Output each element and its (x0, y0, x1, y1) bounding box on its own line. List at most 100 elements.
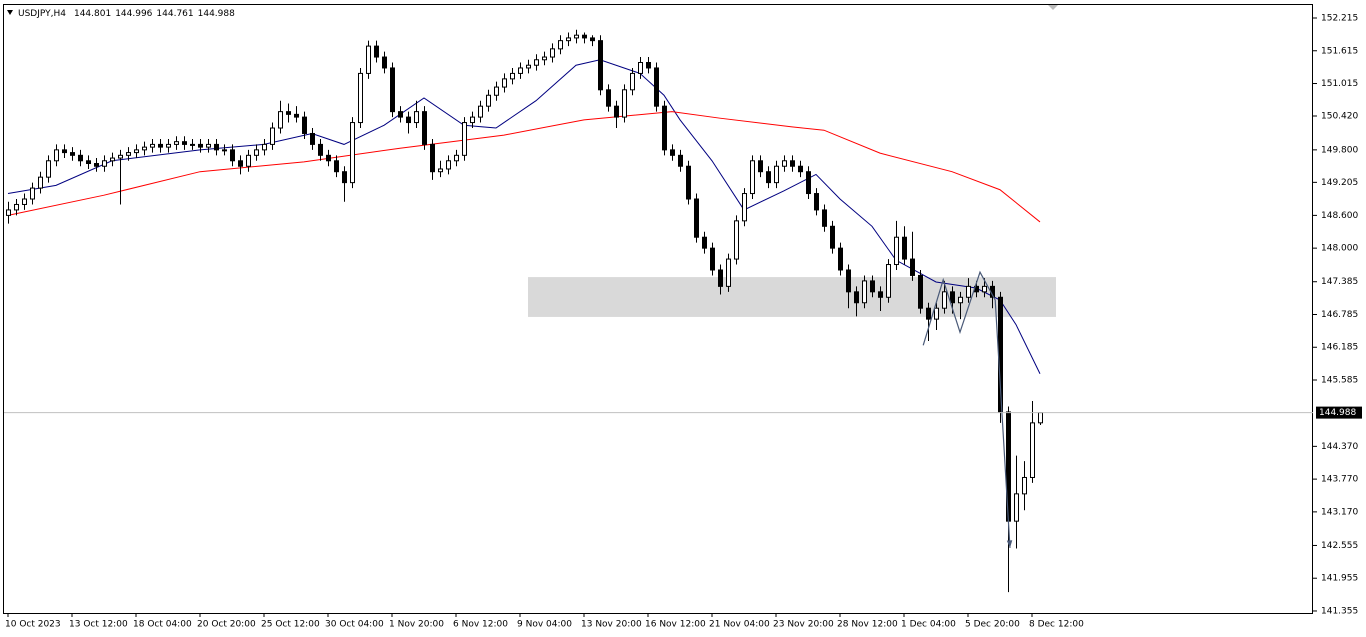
candle-body (398, 111, 403, 118)
candle-body (806, 171, 811, 195)
x-tick-label: 16 Nov 12:00 (645, 620, 706, 630)
y-tick-label: 146.185 (1321, 343, 1358, 353)
candle-body (302, 116, 307, 134)
candle-body (566, 37, 571, 42)
candle-body (134, 149, 139, 154)
candle-body (830, 225, 835, 249)
candle-body (534, 59, 539, 66)
candle-body (678, 154, 683, 167)
candle-body (590, 37, 595, 42)
candle-body (646, 61, 651, 69)
candle-body (142, 146, 147, 151)
candle-body (862, 280, 867, 304)
candle-body (254, 149, 259, 156)
candle-body (886, 264, 891, 298)
candle-body (422, 111, 427, 145)
y-tick-label: 143.170 (1321, 507, 1358, 517)
candle-body (94, 163, 99, 167)
candle-body (662, 105, 667, 151)
candle-body (558, 40, 563, 50)
candle-body (70, 152, 75, 156)
low: 144.761 (156, 9, 193, 19)
x-tick-label: 5 Dec 20:00 (965, 620, 1020, 630)
candle-body (430, 143, 435, 173)
candle-body (982, 285, 987, 293)
candle-body (934, 307, 939, 320)
candle-body (310, 132, 315, 145)
candle-body (702, 236, 707, 249)
plot-frame (3, 4, 1313, 614)
candle-body (414, 111, 419, 124)
candle-body (542, 56, 547, 61)
candle-body (14, 203, 19, 211)
candle-body (710, 247, 715, 271)
candle-body (78, 154, 83, 162)
candle-body (598, 40, 603, 91)
y-tick-label: 149.205 (1321, 178, 1358, 188)
candle-body (462, 122, 467, 156)
candle-body (758, 160, 763, 173)
candle-body (742, 193, 747, 222)
x-tick-label: 20 Oct 20:00 (197, 620, 256, 630)
candle-body (726, 258, 731, 287)
candle-body (110, 157, 115, 162)
candle-body (878, 291, 883, 298)
candle-body (454, 154, 459, 162)
y-tick-label: 147.385 (1321, 277, 1358, 287)
candle-body (382, 56, 387, 69)
y-tick-label: 146.785 (1321, 310, 1358, 320)
candle-body (118, 154, 123, 159)
arrow-head (1006, 540, 1013, 548)
y-tick-label: 144.370 (1321, 442, 1358, 452)
candle-body (62, 149, 67, 154)
candle-body (958, 296, 963, 304)
candle-body (438, 168, 443, 173)
x-tick-label: 18 Oct 04:00 (133, 620, 192, 630)
candle-body (1038, 412, 1043, 424)
candle-body (206, 143, 211, 148)
close: 144.988 (198, 9, 235, 19)
candle-body (294, 113, 299, 118)
candle-body (926, 307, 931, 320)
candle-body (198, 143, 203, 148)
candle-body (526, 64, 531, 69)
x-tick-label: 1 Nov 20:00 (389, 620, 444, 630)
candle-body (342, 171, 347, 184)
y-tick-label: 141.955 (1321, 574, 1358, 584)
y-tick-label: 148.000 (1321, 244, 1358, 254)
candle-body (798, 165, 803, 173)
x-tick-label: 8 Dec 12:00 (1029, 620, 1084, 630)
candle-body (502, 78, 507, 88)
candle-body (870, 280, 875, 293)
candle-body (22, 198, 27, 205)
candle-body (782, 160, 787, 167)
candle-body (494, 86, 499, 96)
candle-body (190, 143, 195, 146)
candle-body (686, 165, 691, 200)
trendline (922, 270, 1011, 548)
y-tick-label: 141.355 (1321, 606, 1358, 616)
y-tick-label: 150.420 (1321, 112, 1358, 122)
price-label: 144.988 (1319, 408, 1356, 418)
candle-body (654, 67, 659, 107)
candle-body (150, 143, 155, 148)
menu-arrow (7, 10, 13, 15)
candle-body (478, 105, 483, 118)
y-tick-label: 145.585 (1321, 376, 1358, 386)
candle-body (606, 89, 611, 107)
candle-body (406, 116, 411, 124)
candle-body (358, 72, 363, 124)
candle-body (622, 89, 627, 118)
candle-body (262, 143, 267, 151)
moving-average (7, 111, 1041, 223)
candle-body (366, 45, 371, 74)
candle-body (238, 160, 243, 167)
candle-body (694, 198, 699, 238)
candle-body (486, 94, 491, 107)
x-tick-label: 9 Nov 04:00 (517, 620, 572, 630)
candle-body (854, 291, 859, 304)
candle-body (790, 160, 795, 167)
candle-body (846, 269, 851, 293)
y-tick-label: 142.555 (1321, 541, 1358, 551)
